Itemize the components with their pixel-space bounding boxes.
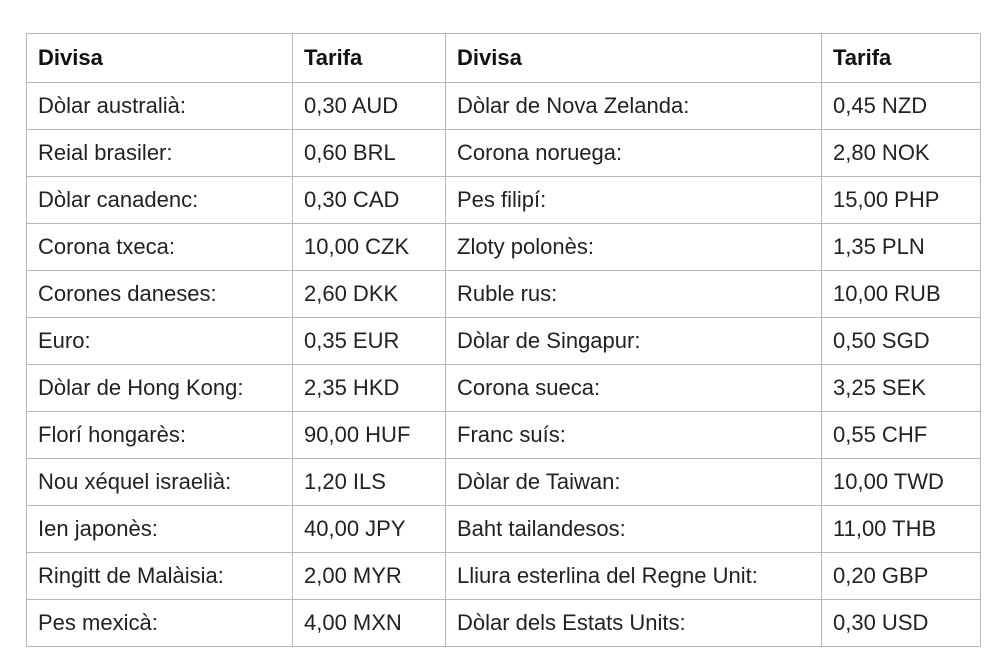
currency-name-cell: Corona noruega:	[445, 129, 822, 177]
table-row: Ien japonès: 40,00 JPY Baht tailandesos: 11…	[26, 505, 981, 553]
table-row: Pes mexicà: 4,00 MXN Dòlar dels Estats Uni…	[26, 599, 981, 647]
table-row: Dòlar australià: 0,30 AUD Dòlar de Nova Ze…	[26, 82, 981, 130]
currency-name-cell: Ringitt de Malàisia:	[26, 552, 293, 600]
header-row: Divisa Tarifa Divisa Tarifa	[26, 33, 981, 83]
currency-name-cell: Pes mexicà:	[26, 599, 293, 647]
currency-rate-table: Divisa Tarifa Divisa Tarifa Dòlar austra…	[26, 33, 981, 647]
rate-value-cell: 0,45 NZD	[821, 82, 981, 130]
column-header-rate: Tarifa	[292, 33, 446, 83]
table-row: Corones daneses: 2,60 DKK Ruble rus: 10,00 …	[26, 270, 981, 318]
currency-name-cell: Zloty polonès:	[445, 223, 822, 271]
currency-name-cell: Florí hongarès:	[26, 411, 293, 459]
rate-value-cell: 0,55 CHF	[821, 411, 981, 459]
column-header-currency: Divisa	[26, 33, 293, 83]
rate-value-cell: 10,00 CZK	[292, 223, 446, 271]
currency-name-cell: Corona sueca:	[445, 364, 822, 412]
rate-value-cell: 90,00 HUF	[292, 411, 446, 459]
column-header-rate: Tarifa	[821, 33, 981, 83]
currency-name-cell: Dòlar australià:	[26, 82, 293, 130]
currency-name-cell: Euro:	[26, 317, 293, 365]
table-row: Euro: 0,35 EUR Dòlar de Singapur: 0,50 SGD	[26, 317, 981, 365]
column-header-currency: Divisa	[445, 33, 822, 83]
rate-value-cell: 2,00 MYR	[292, 552, 446, 600]
table-row: Florí hongarès: 90,00 HUF Franc suís: 0,55 …	[26, 411, 981, 459]
rate-value-cell: 1,35 PLN	[821, 223, 981, 271]
currency-name-cell: Baht tailandesos:	[445, 505, 822, 553]
currency-name-cell: Corona txeca:	[26, 223, 293, 271]
currency-name-cell: Dòlar de Nova Zelanda:	[445, 82, 822, 130]
currency-name-cell: Dòlar de Hong Kong:	[26, 364, 293, 412]
rate-value-cell: 3,25 SEK	[821, 364, 981, 412]
rate-value-cell: 4,00 MXN	[292, 599, 446, 647]
currency-name-cell: Ruble rus:	[445, 270, 822, 318]
rate-value-cell: 2,35 HKD	[292, 364, 446, 412]
table-row: Reial brasiler: 0,60 BRL Corona noruega: 2,…	[26, 129, 981, 177]
rate-value-cell: 11,00 THB	[821, 505, 981, 553]
currency-name-cell: Reial brasiler:	[26, 129, 293, 177]
table-body: Dòlar australià: 0,30 AUD Dòlar de Nova Ze…	[26, 82, 981, 647]
rate-value-cell: 2,80 NOK	[821, 129, 981, 177]
table-row: Dòlar de Hong Kong: 2,35 HKD Corona sueca:…	[26, 364, 981, 412]
currency-name-cell: Pes filipí:	[445, 176, 822, 224]
rate-value-cell: 0,35 EUR	[292, 317, 446, 365]
currency-name-cell: Lliura esterlina del Regne Unit:	[445, 552, 822, 600]
table-row: Nou xéquel israelià: 1,20 ILS Dòlar de Tai…	[26, 458, 981, 506]
rate-value-cell: 10,00 RUB	[821, 270, 981, 318]
rate-value-cell: 0,20 GBP	[821, 552, 981, 600]
rate-value-cell: 0,30 USD	[821, 599, 981, 647]
rate-value-cell: 2,60 DKK	[292, 270, 446, 318]
rate-value-cell: 10,00 TWD	[821, 458, 981, 506]
currency-name-cell: Nou xéquel israelià:	[26, 458, 293, 506]
currency-name-cell: Ien japonès:	[26, 505, 293, 553]
table-header: Divisa Tarifa Divisa Tarifa	[26, 33, 981, 83]
rate-value-cell: 0,30 AUD	[292, 82, 446, 130]
rate-value-cell: 40,00 JPY	[292, 505, 446, 553]
rate-value-cell: 0,60 BRL	[292, 129, 446, 177]
currency-name-cell: Franc suís:	[445, 411, 822, 459]
table-row: Ringitt de Malàisia: 2,00 MYR Lliura ester…	[26, 552, 981, 600]
currency-name-cell: Dòlar canadenc:	[26, 176, 293, 224]
currency-name-cell: Dòlar de Taiwan:	[445, 458, 822, 506]
rate-value-cell: 15,00 PHP	[821, 176, 981, 224]
currency-name-cell: Corones daneses:	[26, 270, 293, 318]
table-row: Dòlar canadenc: 0,30 CAD Pes filipí: 15,00 …	[26, 176, 981, 224]
currency-name-cell: Dòlar de Singapur:	[445, 317, 822, 365]
rate-value-cell: 0,50 SGD	[821, 317, 981, 365]
currency-name-cell: Dòlar dels Estats Units:	[445, 599, 822, 647]
rate-value-cell: 1,20 ILS	[292, 458, 446, 506]
rate-value-cell: 0,30 CAD	[292, 176, 446, 224]
table-row: Corona txeca: 10,00 CZK Zloty polonès: 1,35…	[26, 223, 981, 271]
